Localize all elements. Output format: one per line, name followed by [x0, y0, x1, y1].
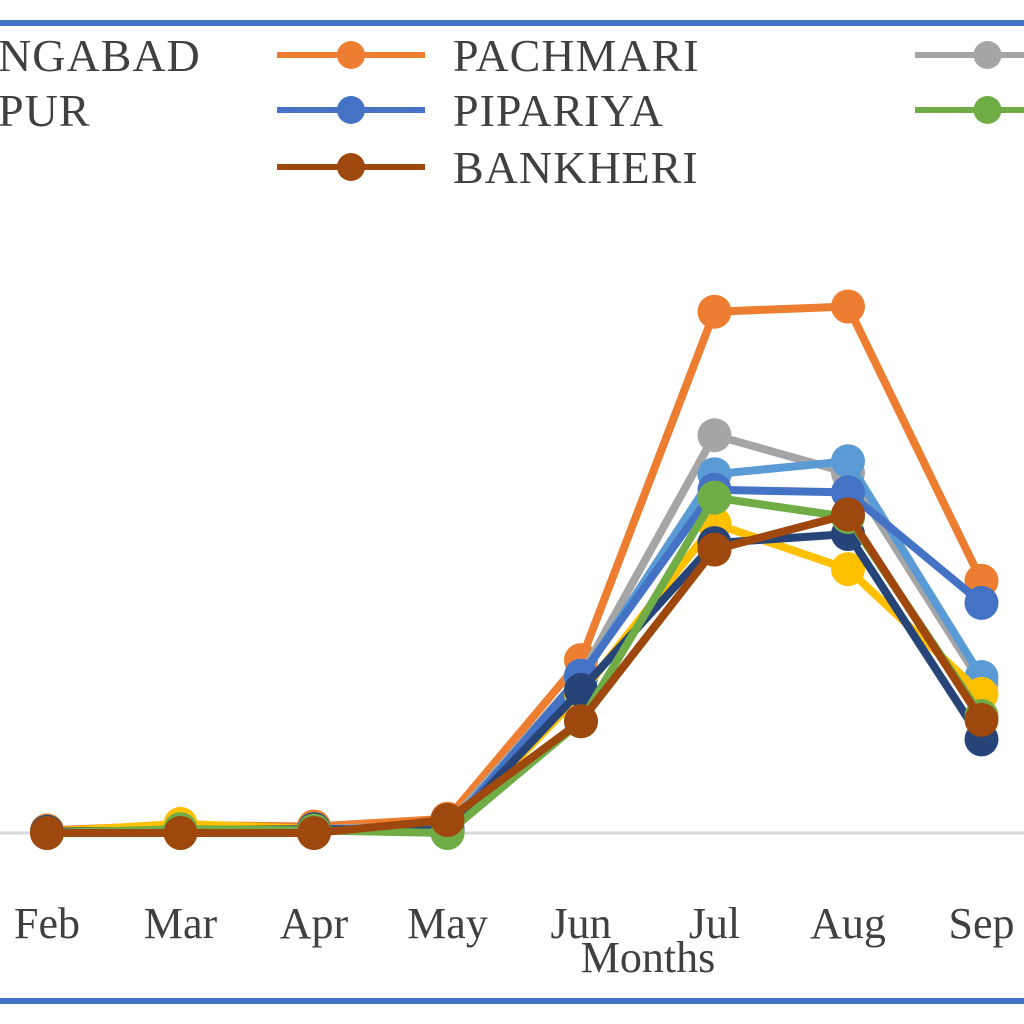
- data-point: [697, 480, 732, 515]
- data-point: [163, 816, 198, 850]
- series: [30, 506, 999, 849]
- legend-swatch-marker: [337, 153, 365, 181]
- x-axis-title: Months: [581, 933, 715, 982]
- legend-item: PACHMARI: [277, 30, 700, 81]
- legend-item: PUR: [0, 85, 90, 136]
- data-point: [831, 497, 865, 532]
- legend-swatch-marker: [973, 96, 1002, 124]
- data-point: [697, 532, 732, 567]
- x-tick-label: Feb: [14, 899, 80, 948]
- data-point: [831, 289, 865, 324]
- x-tick-labels: Feb Mar Apr May Jun Jul Aug Sep: [14, 899, 1015, 948]
- data-point: [831, 444, 865, 479]
- legend-item: NGABAD: [0, 30, 201, 81]
- legend-swatch-marker: [973, 41, 1002, 69]
- series: [30, 497, 999, 850]
- legend-item: BANKHERI: [277, 142, 699, 193]
- data-point: [697, 294, 732, 329]
- series-layer: [30, 289, 999, 850]
- legend-label: NGABAD: [0, 30, 201, 81]
- legend-label: PACHMARI: [453, 30, 700, 81]
- legend-label: PUR: [0, 85, 90, 136]
- x-tick-label: Jun: [550, 899, 611, 948]
- legend-label: BANKHERI: [453, 142, 699, 193]
- data-point: [30, 816, 64, 850]
- legend-label: PIPARIYA: [453, 85, 664, 136]
- data-point: [430, 803, 465, 837]
- data-point: [564, 704, 598, 739]
- legend-item: [915, 96, 1024, 124]
- data-point: [564, 673, 598, 707]
- x-tick-label: Aug: [810, 899, 886, 948]
- data-point: [831, 552, 865, 587]
- legend-swatch-marker: [337, 41, 365, 69]
- data-point: [964, 585, 999, 620]
- data-point: [697, 418, 732, 453]
- series-line: [43, 510, 986, 837]
- legend-item: [915, 41, 1024, 69]
- x-tick-label: Mar: [144, 899, 218, 948]
- x-tick-label: Jul: [689, 899, 740, 948]
- legend-swatch-marker: [337, 96, 365, 124]
- data-point: [964, 702, 999, 737]
- x-tick-label: Apr: [280, 899, 349, 948]
- x-tick-label: May: [407, 899, 488, 948]
- data-point: [297, 816, 331, 850]
- legend-item: PIPARIYA: [277, 85, 664, 136]
- x-tick-label: Sep: [949, 899, 1015, 948]
